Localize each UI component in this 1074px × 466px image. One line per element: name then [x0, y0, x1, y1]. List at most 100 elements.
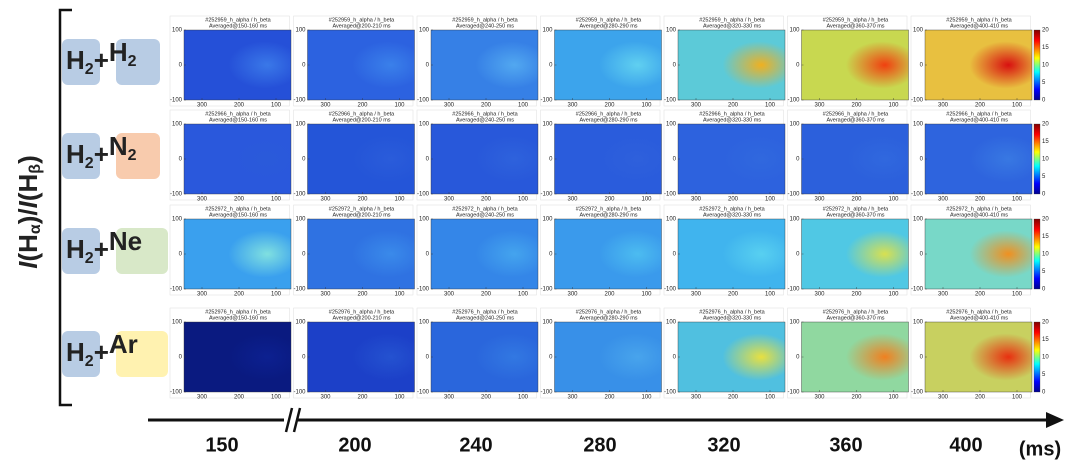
panel-x-tick: 100 — [271, 395, 282, 401]
row-label-part: H — [66, 234, 85, 264]
label-box — [62, 331, 100, 377]
panel-window: Averaged@200-210 ms — [332, 212, 390, 218]
colorbar-tick: 20 — [1042, 217, 1049, 223]
row-label-part: H — [109, 37, 128, 67]
panel-y-tick: -100 — [417, 98, 430, 104]
panel-x-tick: 200 — [851, 197, 862, 203]
panel-y-tick: -100 — [293, 390, 306, 396]
panel-x-tick: 300 — [567, 103, 578, 109]
label-box — [62, 133, 100, 179]
panel-title: #252976_h_alpha / h_beta — [946, 309, 1012, 315]
panel-x-tick: 100 — [1012, 197, 1023, 203]
colorbar-tick: 5 — [1042, 269, 1046, 275]
panel-x-tick: 300 — [691, 395, 702, 401]
panel-title: #252959_h_alpha / h_beta — [205, 17, 271, 23]
heatmap — [554, 218, 662, 290]
colorbar-tick: 10 — [1042, 157, 1049, 163]
panel-y-tick: -100 — [787, 287, 800, 293]
time-label: 360 — [829, 434, 862, 456]
panel-y-tick: 0 — [302, 355, 306, 361]
panel-title: #252959_h_alpha / h_beta — [823, 17, 889, 23]
panel-y-tick: 0 — [920, 252, 924, 258]
panel-x-tick: 200 — [975, 103, 986, 109]
panel-y-tick: -100 — [293, 98, 306, 104]
panel-y-tick: 0 — [302, 252, 306, 258]
panel-title: #252972_h_alpha / h_beta — [823, 206, 889, 212]
row-label: H2+H2 — [66, 37, 137, 78]
time-label: 320 — [707, 434, 740, 456]
panel-y-tick: 0 — [426, 355, 430, 361]
panel-x-tick: 300 — [938, 197, 949, 203]
panel-title: #252972_h_alpha / h_beta — [329, 206, 395, 212]
panel-y-tick: -100 — [417, 192, 430, 198]
label-box — [116, 133, 160, 179]
panel-window: Averaged@360-370 ms — [826, 23, 884, 29]
row-label-sub: 2 — [85, 155, 94, 172]
panel-title: #252959_h_alpha / h_beta — [452, 17, 518, 23]
panel-window: Averaged@280-290 ms — [579, 315, 637, 321]
heatmap — [924, 218, 1033, 290]
panel-x-tick: 300 — [691, 197, 702, 203]
panel-y-tick: 0 — [549, 63, 553, 69]
panel-x-tick: 100 — [394, 103, 405, 109]
panel-x-tick: 200 — [604, 103, 615, 109]
colorbar-tick: 10 — [1042, 63, 1049, 69]
time-arrow — [1046, 412, 1064, 428]
panel-y-tick: 100 — [913, 28, 924, 34]
heatmap — [183, 29, 292, 101]
panel-y-tick: 100 — [666, 122, 677, 128]
row-label-sub: 2 — [128, 53, 137, 70]
panel-x-tick: 100 — [888, 395, 899, 401]
colorbar — [1033, 218, 1041, 290]
panel-y-tick: -100 — [664, 192, 677, 198]
panel-title: #252976_h_alpha / h_beta — [205, 309, 271, 315]
panel-x-tick: 300 — [444, 103, 455, 109]
panel-window: Averaged@150-160 ms — [209, 212, 267, 218]
colorbar-tick: 10 — [1042, 355, 1049, 361]
colorbar-tick: 0 — [1042, 98, 1046, 104]
panel-y-tick: 0 — [673, 355, 677, 361]
panel-x-tick: 100 — [641, 395, 652, 401]
panel-x-tick: 100 — [1012, 103, 1023, 109]
row-label-part: + — [94, 139, 109, 169]
panel-x-tick: 300 — [320, 292, 331, 298]
panel-title: #252959_h_alpha / h_beta — [946, 17, 1012, 23]
panel-title: #252972_h_alpha / h_beta — [576, 206, 642, 212]
panel-x-tick: 300 — [197, 395, 208, 401]
panel-y-tick: -100 — [540, 98, 553, 104]
panel-x-tick: 200 — [357, 292, 368, 298]
panel-y-tick: 100 — [666, 217, 677, 223]
heatmap — [430, 218, 539, 290]
panel-window: Averaged@320-330 ms — [703, 23, 761, 29]
panel-title: #252972_h_alpha / h_beta — [205, 206, 271, 212]
heatmap — [677, 218, 786, 290]
panel-y-tick: 100 — [542, 217, 553, 223]
panel-window: Averaged@200-210 ms — [332, 315, 390, 321]
panel-window: Averaged@360-370 ms — [826, 212, 884, 218]
heatmap — [183, 321, 292, 393]
panel-x-tick: 200 — [604, 395, 615, 401]
panel-y-tick: -100 — [787, 98, 800, 104]
panel-x-tick: 100 — [888, 103, 899, 109]
colorbar-tick: 15 — [1042, 337, 1049, 343]
panel-y-tick: 100 — [295, 320, 306, 326]
panel-x-tick: 300 — [444, 197, 455, 203]
heatmap — [801, 123, 909, 195]
panel-y-tick: 0 — [796, 355, 800, 361]
row-label-part: N — [109, 131, 128, 161]
panel-y-tick: 100 — [542, 122, 553, 128]
time-label: 150 — [205, 434, 238, 456]
panel-y-tick: 0 — [549, 157, 553, 163]
row-label-part: Ne — [109, 226, 142, 256]
row-label: H2+Ar — [66, 329, 138, 370]
time-label: 240 — [459, 434, 492, 456]
panel-x-tick: 200 — [604, 292, 615, 298]
panel-window: Averaged@150-160 ms — [209, 23, 267, 29]
colorbar-tick: 0 — [1042, 287, 1046, 293]
panel-y-tick: 0 — [796, 63, 800, 69]
bracket — [58, 8, 72, 407]
row-label-sub: 2 — [85, 61, 94, 78]
panel-y-tick: -100 — [540, 192, 553, 198]
panel-y-tick: 0 — [426, 157, 430, 163]
panel-x-tick: 200 — [975, 197, 986, 203]
